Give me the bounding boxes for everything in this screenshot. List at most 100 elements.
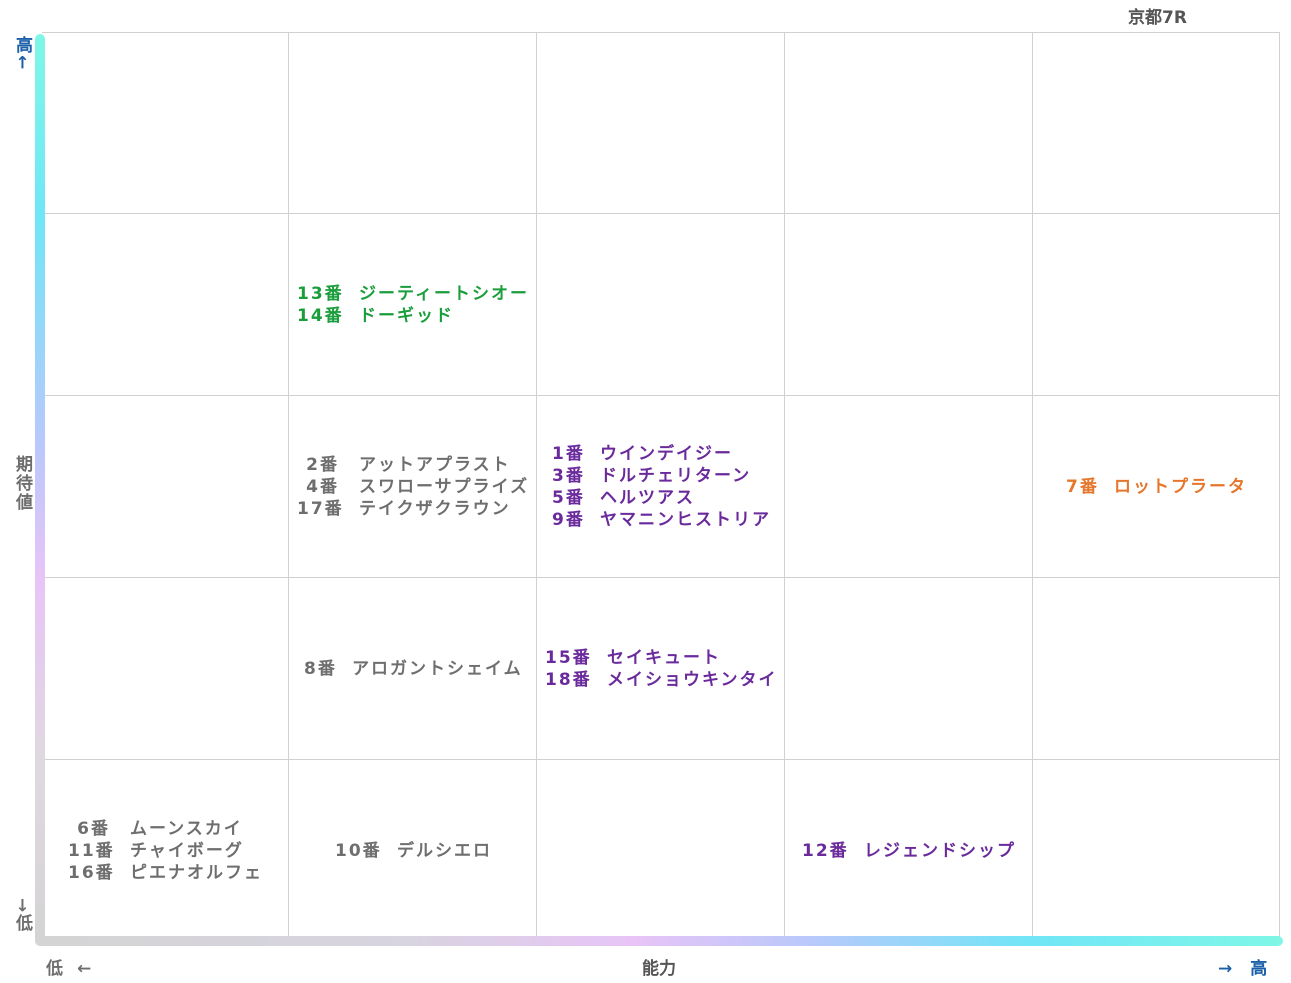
grid-cell: 1番 ウインデイジー 3番 ドルチェリターン 5番 ヘルツアス 9番 ヤマニンヒストリア [537, 396, 785, 578]
horse-name: ドルチェリターン [600, 465, 752, 486]
horse-number: 13番 [297, 283, 344, 304]
ability-expectation-grid: 13番 ジーティートシオー 14番 ドーギッド 2番 アットアプラスト 4番 スワローサプライ… [42, 32, 1280, 942]
grid-cell [289, 32, 537, 214]
horse-entry: 8番 アロガントシェイム [304, 658, 536, 680]
horse-number: 7番 [1066, 476, 1099, 497]
horse-number: 1番 [552, 443, 585, 464]
horse-name: ウインデイジー [600, 443, 733, 464]
horse-entry: 12番 レジェンドシップ [802, 840, 1032, 862]
grid-cell: 10番 デルシエロ [289, 760, 537, 942]
y-high-arrow-icon: ← [12, 55, 32, 72]
grid-cell [785, 396, 1033, 578]
race-label: 京都7R [1128, 8, 1187, 28]
x-axis-bar [35, 936, 1283, 946]
horse-number: 16番 [68, 862, 115, 883]
grid-cell: 13番 ジーティートシオー 14番 ドーギッド [289, 214, 537, 396]
horse-entry: 6番 ムーンスカイ [68, 818, 288, 840]
horse-number: 11番 [68, 840, 115, 861]
horse-entry: 15番 セイキュート [545, 647, 784, 669]
horse-group: 13番 ジーティートシオー 14番 ドーギッド [289, 283, 536, 327]
horse-number: 5番 [552, 487, 585, 508]
horse-entry: 18番 メイショウキンタイ [545, 669, 784, 691]
horse-group: 7番 ロットプラータ [1033, 476, 1279, 498]
grid-cell [42, 214, 289, 396]
grid-cell [537, 32, 785, 214]
horse-name: ピエナオルフェ [130, 862, 263, 883]
grid-cell [785, 578, 1033, 760]
grid-cell [785, 214, 1033, 396]
grid-cell [1033, 32, 1280, 214]
horse-number: 17番 [297, 498, 344, 519]
horse-name: アットアプラスト [359, 454, 511, 475]
horse-number: 4番 [306, 476, 339, 497]
y-axis-bar [35, 34, 45, 944]
x-low-arrow-icon: ← [77, 959, 92, 979]
horse-entry: 7番 ロットプラータ [1066, 476, 1279, 498]
horse-number: 15番 [545, 647, 592, 668]
horse-entry: 17番 テイクザクラウン [297, 498, 536, 520]
x-high-text: 高 [1250, 959, 1268, 979]
grid-cell [1033, 760, 1280, 942]
horse-name: ヘルツアス [600, 487, 695, 508]
grid-cell: 12番 レジェンドシップ [785, 760, 1033, 942]
horse-name: ドーギッド [359, 305, 454, 326]
horse-entry: 5番 ヘルツアス [552, 487, 784, 509]
horse-number: 3番 [552, 465, 585, 486]
grid-cell [42, 396, 289, 578]
horse-group: 10番 デルシエロ [289, 840, 536, 862]
grid-cell [1033, 578, 1280, 760]
horse-group: 8番 アロガントシェイム [289, 658, 536, 680]
x-axis-high-label: → 高 [1218, 954, 1267, 979]
horse-name: チャイボーグ [130, 840, 244, 861]
horse-name: スワローサプライズ [359, 476, 530, 497]
grid-cell: 7番 ロットプラータ [1033, 396, 1280, 578]
y-axis-high-label: 高← [10, 36, 35, 71]
x-high-arrow-icon: → [1218, 959, 1233, 979]
y-high-text: 高 [12, 36, 32, 55]
horse-number: 18番 [545, 669, 592, 690]
horse-entry: 13番 ジーティートシオー [297, 283, 536, 305]
horse-entry: 2番 アットアプラスト [297, 454, 536, 476]
horse-group: 1番 ウインデイジー 3番 ドルチェリターン 5番 ヘルツアス 9番 ヤマニンヒストリア [537, 443, 784, 531]
horse-number: 6番 [77, 818, 110, 839]
grid-cell: 6番 ムーンスカイ 11番 チャイボーグ 16番 ピエナオルフェ [42, 760, 289, 942]
horse-name: メイショウキンタイ [607, 669, 778, 690]
horse-entry: 11番 チャイボーグ [68, 840, 288, 862]
horse-number: 10番 [335, 840, 382, 861]
horse-entry: 16番 ピエナオルフェ [68, 862, 288, 884]
horse-name: レジェンドシップ [864, 840, 1016, 861]
horse-entry: 4番 スワローサプライズ [297, 476, 536, 498]
horse-name: ムーンスカイ [130, 818, 243, 839]
horse-entry: 3番 ドルチェリターン [552, 465, 784, 487]
grid-cell: 15番 セイキュート 18番 メイショウキンタイ [537, 578, 785, 760]
x-axis-low-label: 低 ← [46, 954, 91, 979]
grid-cell [785, 32, 1033, 214]
horse-entry: 1番 ウインデイジー [552, 443, 784, 465]
y-low-text: 低 [12, 914, 32, 934]
horse-group: 12番 レジェンドシップ [785, 840, 1032, 862]
grid-cell: 2番 アットアプラスト 4番 スワローサプライズ 17番 テイクザクラウン [289, 396, 537, 578]
horse-group: 2番 アットアプラスト 4番 スワローサプライズ 17番 テイクザクラウン [289, 454, 536, 520]
grid-cell [537, 760, 785, 942]
horse-number: 12番 [802, 840, 849, 861]
horse-number: 8番 [304, 658, 337, 679]
horse-entry: 9番 ヤマニンヒストリア [552, 509, 784, 531]
horse-name: デルシエロ [397, 840, 492, 861]
grid-cell [42, 32, 289, 214]
y-low-arrow-icon: → [12, 898, 32, 915]
grid-cell [1033, 214, 1280, 396]
x-axis-title: 能力 [642, 959, 676, 979]
x-low-text: 低 [46, 959, 63, 979]
y-axis-low-label: →低 [10, 898, 35, 933]
horse-name: ジーティートシオー [359, 283, 529, 304]
horse-name: ヤマニンヒストリア [600, 509, 771, 530]
horse-name: ロットプラータ [1114, 476, 1247, 497]
horse-entry: 10番 デルシエロ [335, 840, 536, 862]
y-axis-title: 期待値 [12, 455, 32, 512]
horse-name: アロガントシェイム [352, 658, 523, 679]
grid-cell: 8番 アロガントシェイム [289, 578, 537, 760]
grid-cell [42, 578, 289, 760]
horse-group: 6番 ムーンスカイ 11番 チャイボーグ 16番 ピエナオルフェ [42, 818, 288, 884]
horse-number: 14番 [297, 305, 344, 326]
horse-entry: 14番 ドーギッド [297, 305, 536, 327]
